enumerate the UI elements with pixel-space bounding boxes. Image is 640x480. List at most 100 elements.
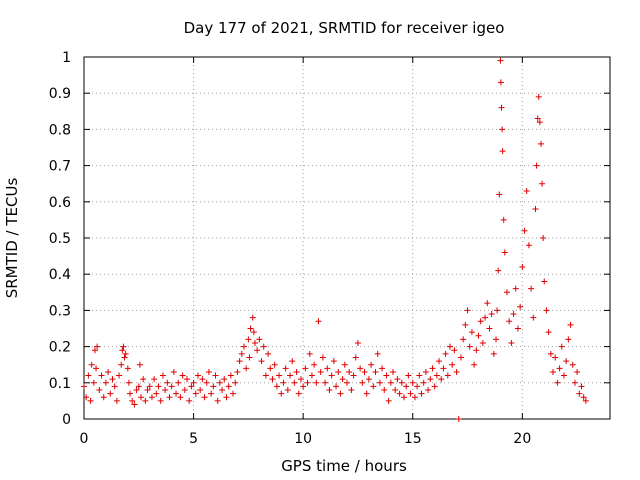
data-point xyxy=(105,368,112,375)
data-point xyxy=(246,354,253,361)
data-point xyxy=(181,387,188,394)
y-axis: 0 0.1 0.2 0.3 0.4 0.5 0.6 0.7 0.8 0.9 1 xyxy=(49,50,610,428)
data-point xyxy=(273,383,280,390)
data-point xyxy=(230,390,237,397)
y-tick-label: 0.5 xyxy=(49,231,71,247)
data-point xyxy=(271,361,278,368)
data-point xyxy=(381,387,388,394)
data-point xyxy=(376,379,383,386)
data-point xyxy=(357,365,364,372)
data-point xyxy=(262,372,269,379)
y-tick-label: 0.3 xyxy=(49,303,71,319)
series-srmtid xyxy=(81,57,589,422)
data-point xyxy=(127,390,134,397)
data-point xyxy=(102,379,109,386)
data-point xyxy=(234,368,241,375)
y-axis-label: SRMTID / TECUs xyxy=(3,178,21,299)
data-point xyxy=(449,361,456,368)
data-point xyxy=(205,368,212,375)
x-axis: 0 5 10 15 20 xyxy=(80,57,531,447)
data-point xyxy=(251,339,258,346)
data-point xyxy=(175,379,182,386)
data-point xyxy=(98,372,105,379)
data-point xyxy=(188,383,195,390)
data-point xyxy=(533,162,540,169)
data-point xyxy=(537,140,544,147)
data-point xyxy=(479,339,486,346)
data-point xyxy=(155,383,162,390)
data-point xyxy=(420,379,427,386)
data-point xyxy=(254,347,261,354)
data-point xyxy=(293,368,300,375)
data-point xyxy=(438,376,445,383)
data-point xyxy=(278,390,285,397)
data-point xyxy=(269,376,276,383)
data-point xyxy=(184,376,191,383)
data-point xyxy=(94,343,101,350)
data-point xyxy=(135,383,142,390)
data-point xyxy=(534,115,541,122)
data-point xyxy=(250,329,257,336)
data-point xyxy=(227,372,234,379)
data-point xyxy=(453,368,460,375)
data-point xyxy=(359,379,366,386)
data-point xyxy=(497,57,504,64)
data-point xyxy=(120,343,127,350)
data-point xyxy=(302,365,309,372)
data-point xyxy=(276,372,283,379)
data-point xyxy=(164,379,171,386)
data-point xyxy=(528,285,535,292)
data-point xyxy=(280,379,287,386)
data-point xyxy=(409,379,416,386)
data-point xyxy=(539,180,546,187)
data-point xyxy=(201,394,208,401)
data-point xyxy=(567,321,574,328)
data-point xyxy=(142,397,149,404)
data-point xyxy=(337,390,344,397)
data-point xyxy=(118,361,125,368)
data-point xyxy=(344,379,350,386)
data-point xyxy=(545,329,552,336)
data-point xyxy=(151,376,158,383)
data-point xyxy=(541,278,548,285)
data-point xyxy=(571,379,578,386)
data-point xyxy=(247,325,254,332)
data-point xyxy=(488,311,495,318)
data-point xyxy=(153,390,160,397)
data-point xyxy=(306,350,313,357)
data-point xyxy=(398,379,405,386)
data-point xyxy=(365,376,372,383)
data-point xyxy=(496,191,503,198)
y-tick-label: 0.2 xyxy=(49,340,71,356)
data-point xyxy=(140,376,147,383)
data-point xyxy=(471,361,478,368)
data-point xyxy=(521,227,528,234)
x-tick-label: 5 xyxy=(189,431,198,447)
data-point xyxy=(221,376,228,383)
y-tick-label: 0.4 xyxy=(49,267,71,283)
data-point xyxy=(506,318,513,325)
data-point xyxy=(203,379,210,386)
data-point xyxy=(499,148,506,155)
data-point xyxy=(429,365,436,372)
data-point xyxy=(287,372,294,379)
data-point xyxy=(372,368,379,375)
data-point xyxy=(190,379,197,386)
data-point xyxy=(352,354,359,361)
data-point xyxy=(482,314,489,321)
data-point xyxy=(392,387,399,394)
data-point xyxy=(317,368,324,375)
data-point xyxy=(563,358,570,365)
data-point xyxy=(475,332,482,339)
data-point xyxy=(131,401,138,408)
data-point xyxy=(322,379,329,386)
data-point xyxy=(495,267,502,274)
data-point xyxy=(129,397,136,404)
data-point xyxy=(170,368,177,375)
data-point xyxy=(315,318,322,325)
data-point xyxy=(81,383,87,390)
data-point xyxy=(554,379,561,386)
data-point xyxy=(498,104,505,111)
data-point xyxy=(289,358,296,365)
